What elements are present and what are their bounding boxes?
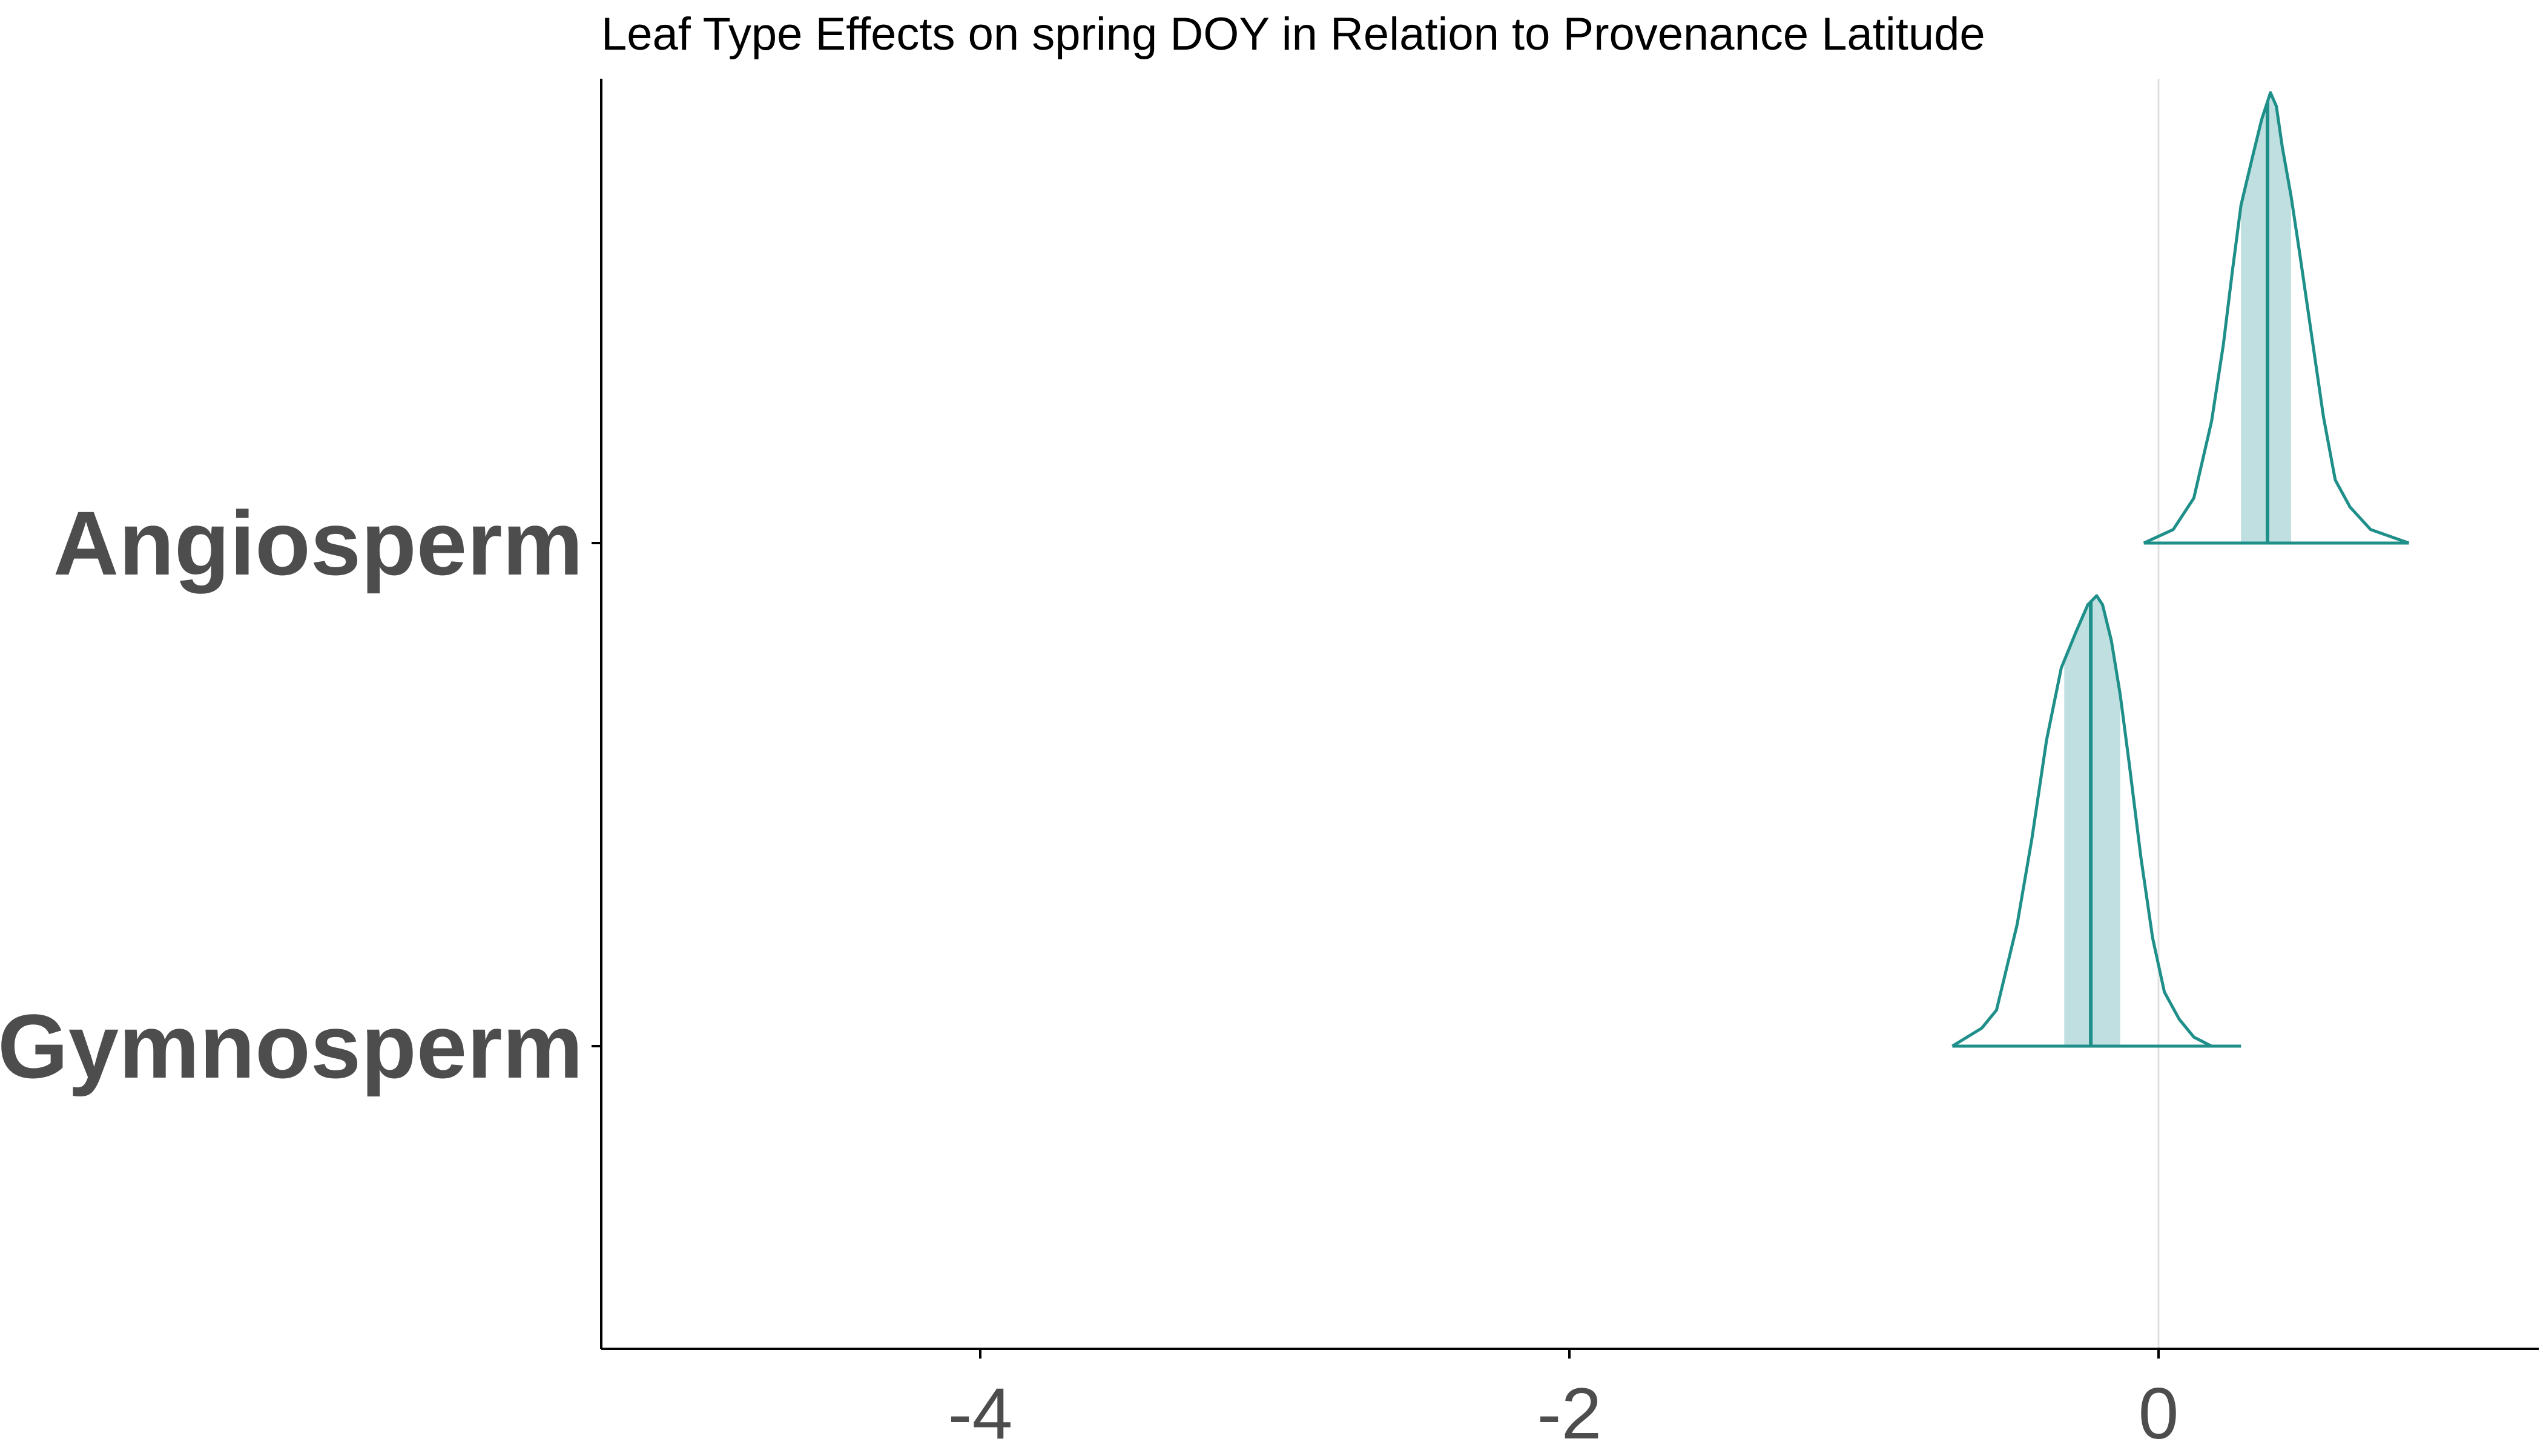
chart-title: Leaf Type Effects on spring DOY in Relat… <box>601 8 1985 60</box>
plot-area: -4 -2 0 Angiosperm Gymnosperm <box>0 79 2539 1454</box>
x-tick-label: 0 <box>2139 1373 2179 1453</box>
category-label-gymnosperm: Gymnosperm <box>0 995 583 1097</box>
density-curve-gymnosperm <box>1951 594 2241 1048</box>
category-label-angiosperm: Angiosperm <box>53 492 583 594</box>
x-tick-label: -4 <box>948 1373 1013 1453</box>
density-curve-angiosperm <box>2143 91 2410 545</box>
x-tick-label: -2 <box>1537 1373 1602 1453</box>
